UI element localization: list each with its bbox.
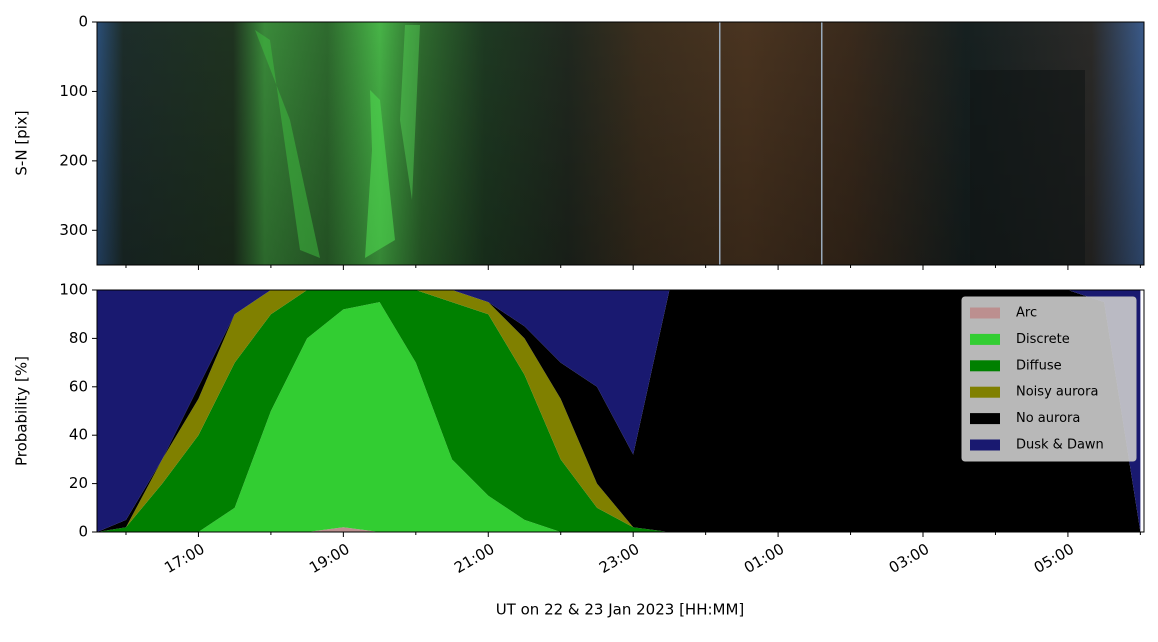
- area: [97, 290, 1141, 532]
- legend-swatch: [970, 333, 1000, 345]
- legend: Arc Discrete Diffuse Noisy aurora No aurora D…: [961, 296, 1137, 462]
- y-tick-label: 40: [69, 426, 88, 444]
- y-tick-label: 100: [59, 281, 88, 299]
- x-tick-label: 03:00: [886, 540, 932, 577]
- x-tick-label: 05:00: [1031, 540, 1077, 577]
- y-tick-label: 300: [59, 221, 88, 239]
- legend-label: Dusk & Dawn: [1016, 438, 1104, 453]
- legend-label: Diffuse: [1016, 358, 1062, 373]
- legend-swatch: [970, 386, 1000, 398]
- area: [97, 290, 1141, 532]
- y-tick-label: 200: [59, 151, 88, 169]
- axes-frame: [96, 21, 1145, 266]
- y-axis-label: Probability [%]: [13, 356, 31, 466]
- keogram-image: [97, 22, 1144, 265]
- y-tick-label: 60: [69, 377, 88, 395]
- legend-swatch: [970, 307, 1000, 319]
- legend-label: No aurora: [1016, 411, 1080, 426]
- axes-frame: [96, 289, 1145, 533]
- x-axis-label: UT on 22 & 23 Jan 2023 [HH:MM]: [496, 601, 745, 619]
- y-tick-label: 20: [69, 474, 88, 492]
- legend-swatch: [970, 439, 1000, 451]
- legend-label: Arc: [1016, 306, 1037, 321]
- legend-box: [961, 296, 1137, 462]
- legend-label: Noisy aurora: [1016, 385, 1098, 400]
- y-tick-label: 100: [59, 82, 88, 100]
- x-tick-label: 01:00: [741, 540, 787, 577]
- y-tick-label: 0: [78, 523, 88, 541]
- x-tick-label: 21:00: [451, 540, 497, 577]
- x-tick-label: 23:00: [596, 540, 642, 577]
- legend-swatch: [970, 360, 1000, 372]
- x-tick-label: 17:00: [161, 540, 207, 577]
- legend-label: Discrete: [1016, 332, 1070, 347]
- y-tick-label: 0: [78, 13, 88, 31]
- legend-swatch: [970, 413, 1000, 425]
- x-tick-label: 19:00: [306, 540, 352, 577]
- plot-area: [97, 290, 1141, 532]
- y-axis-label: S-N [pix]: [13, 110, 31, 175]
- y-tick-label: 80: [69, 329, 88, 347]
- area: [97, 302, 1141, 532]
- area: [97, 527, 1141, 532]
- area: [97, 290, 1141, 532]
